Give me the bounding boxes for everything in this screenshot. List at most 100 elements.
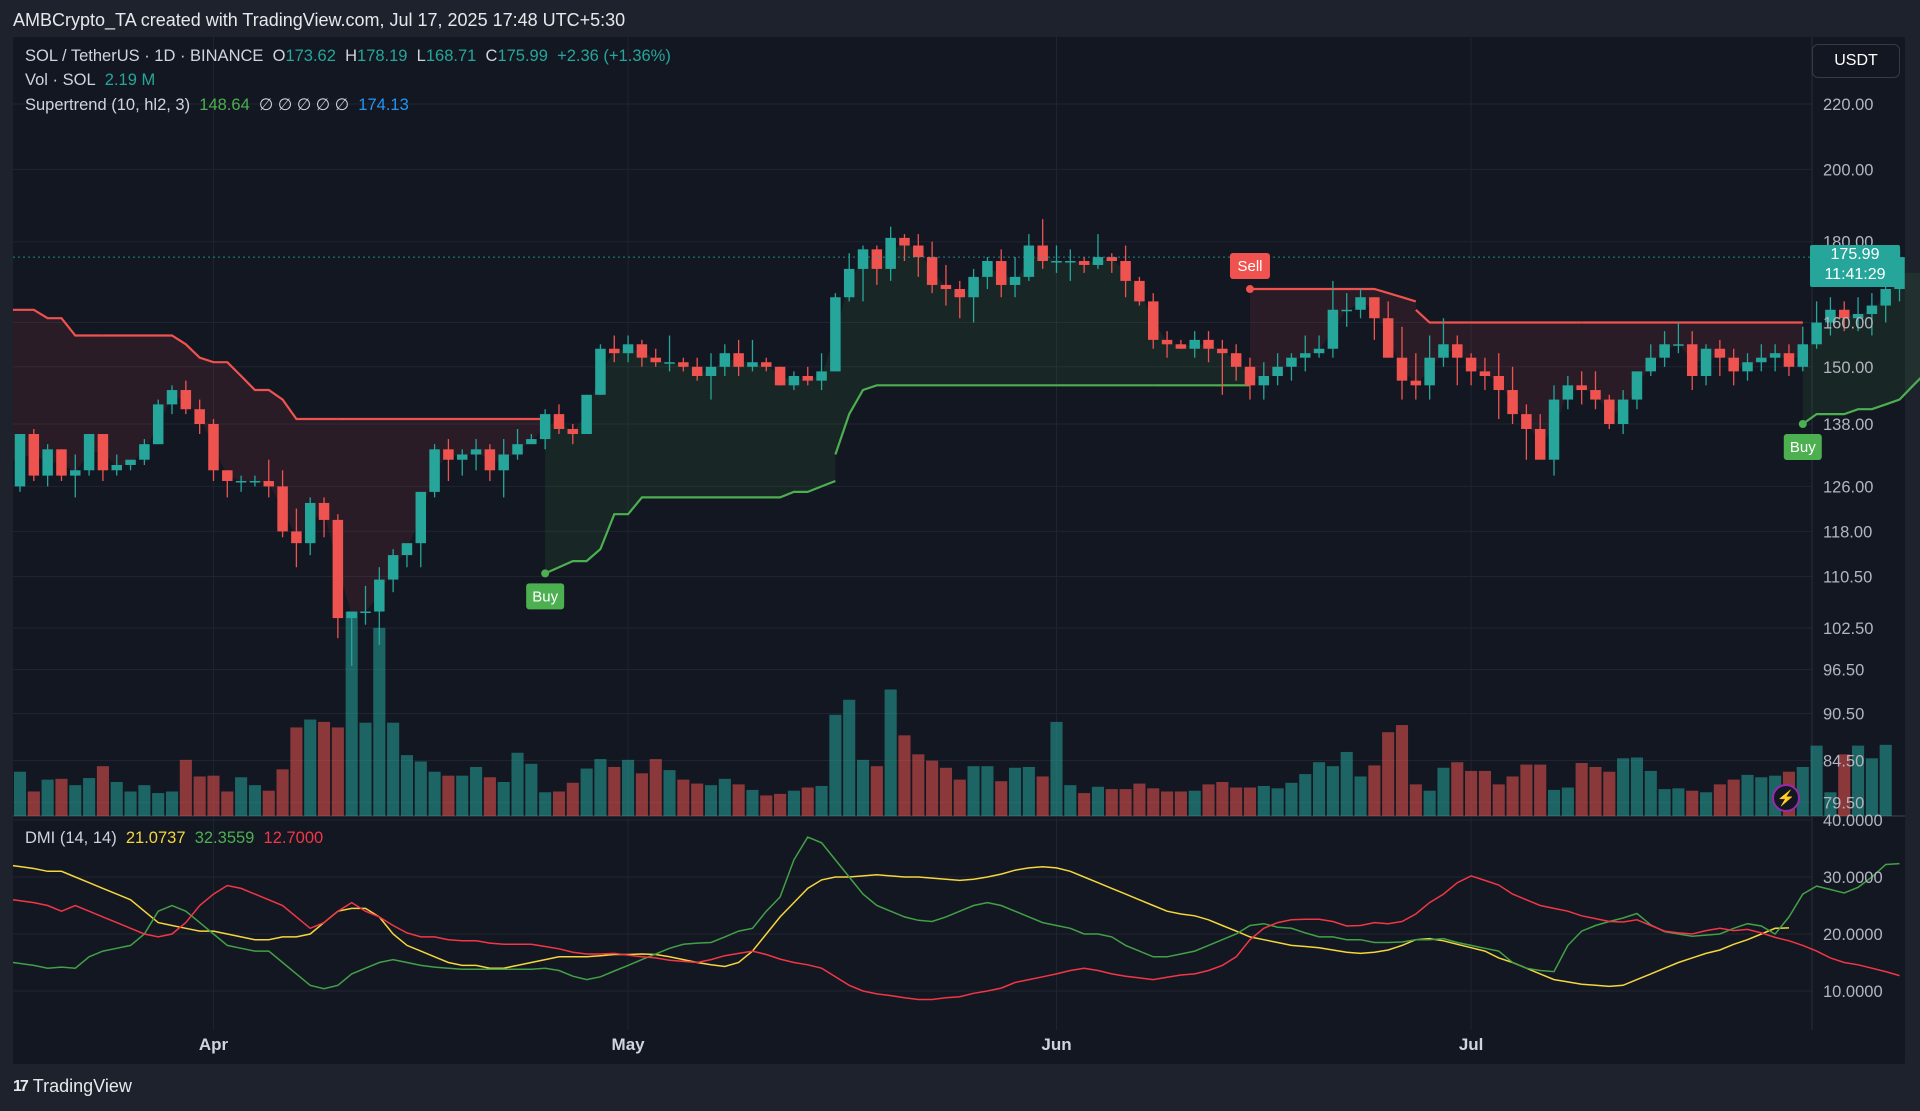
volume-bar [428,771,441,816]
candle [1604,394,1615,429]
supertrend-label[interactable]: Supertrend (10, hl2, 3) [25,96,191,114]
tradingview-logo[interactable]: 17 TradingView [13,1076,132,1097]
candle [277,470,288,538]
candle-body [1009,276,1021,285]
candle [1769,344,1781,372]
candle [401,543,413,568]
candle [705,353,717,400]
candle-body [249,480,261,483]
supertrend-down-line [1415,308,1582,324]
candle-body [1742,362,1753,372]
supertrend-down-line [102,334,338,421]
candle [429,444,440,498]
price-axis-label: 84.50 [1823,753,1864,771]
volume-bar [1437,767,1450,816]
candle-body [456,454,468,460]
candle-body [1313,348,1325,354]
candle-body [622,344,634,354]
candle [139,439,150,465]
candle-body [28,434,40,476]
volume-bar [1810,745,1823,816]
volume-bar [165,791,179,816]
supertrend-down-line [13,308,103,337]
candle [222,470,233,498]
volume-label[interactable]: Vol · SOL [25,71,96,89]
price-axis-label: 110.50 [1823,568,1872,586]
volume-bar [1243,787,1257,816]
price-axis-label: 138.00 [1823,416,1873,434]
candle-body [1452,344,1463,358]
volume-bar [981,766,994,816]
price-axis-label: 118.00 [1823,523,1872,541]
candle-body [595,348,606,395]
candle [526,434,537,445]
candle-body [526,439,537,445]
candle [1369,297,1380,340]
volume-bar [1285,782,1298,816]
candle [1120,245,1131,298]
candle-body [42,449,53,476]
volume-bar [1133,783,1146,816]
volume-bar [580,768,593,816]
candle [1852,297,1864,332]
candle [1203,331,1214,363]
candle-body [553,414,565,429]
candle [194,399,205,435]
volume-bar [843,699,856,816]
volume-bar [110,782,123,816]
candle-body [208,424,219,471]
candle-body [387,555,399,580]
candle-body [1866,305,1878,314]
candle-body [1161,339,1173,345]
candle [1438,318,1449,367]
candle-body [70,470,81,476]
candle-body [954,289,966,298]
volume-bar [1216,782,1229,816]
volume-bar [1036,776,1049,816]
candle-body [1825,309,1836,323]
volume-bar [331,727,344,816]
volume-bar [193,776,206,816]
volume-bar [967,766,980,816]
volume-bar [359,722,372,816]
volume-bar [1713,784,1726,816]
volume-bar [1188,790,1201,816]
candle-body [691,366,703,376]
candle [1051,245,1062,273]
volume-bar [552,791,566,816]
candle [788,371,800,391]
candle [968,268,979,323]
supertrend-up-fill [835,241,1154,455]
volume-bar [1395,725,1409,816]
price-axis-label: 79.50 [1823,794,1864,812]
symbol-name[interactable]: SOL / TetherUS · 1D · BINANCE [25,47,264,65]
volume-bar [248,785,261,816]
candle [830,293,841,372]
volume-bar [594,759,607,816]
candle [111,454,122,476]
candle [609,335,620,363]
last-price-tag: 175.99 11:41:29 [1810,245,1900,287]
volume-bar [1865,758,1878,816]
candle-body [1175,344,1187,349]
volume-bar [787,790,800,816]
volume-bar [1064,785,1077,816]
candle-body [1051,261,1062,263]
supertrend-up-value: 148.64 [199,96,250,114]
candle-body [1355,297,1366,310]
dmi-label[interactable]: DMI (14, 14) [25,829,117,847]
price-axis-label: 126.00 [1823,478,1873,496]
tradingview-logo-text: TradingView [32,1076,132,1096]
candle-body [1521,414,1532,429]
candle [1479,357,1491,391]
volume-bar [124,791,137,816]
sell-signal-dot [1245,285,1254,294]
currency-button[interactable]: USDT [1812,44,1900,78]
candle-body [1728,357,1739,372]
price-axis-label: 150.00 [1823,359,1873,377]
candle-body [705,366,717,376]
bolt-icon[interactable]: ⚡ [1772,784,1800,812]
candle-body [1797,344,1809,367]
candle [1106,253,1118,273]
